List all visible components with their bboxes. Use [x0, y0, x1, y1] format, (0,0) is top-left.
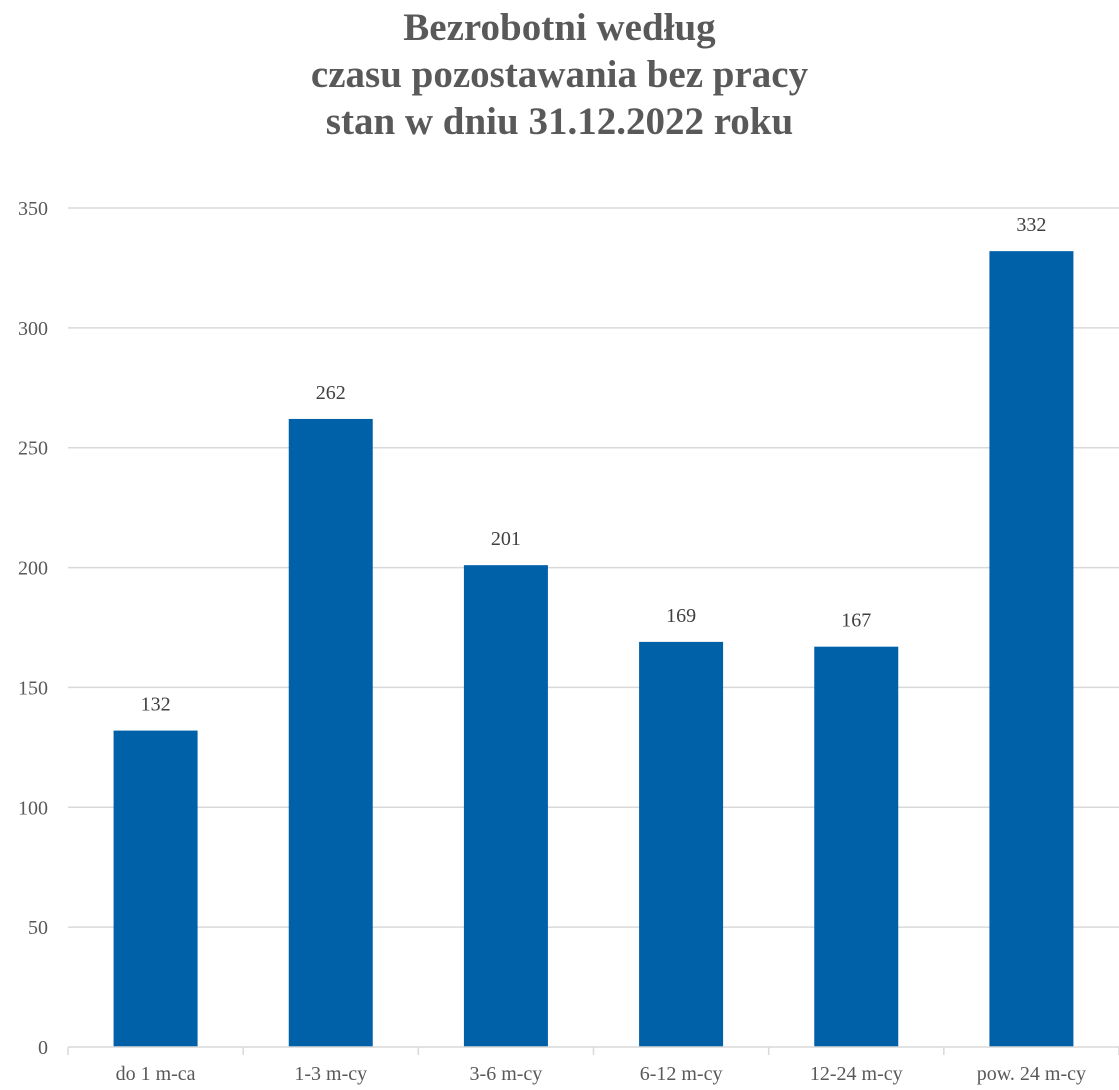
data-label: 169 [666, 605, 696, 627]
data-label: 201 [491, 528, 521, 550]
y-tick-label: 250 [18, 438, 48, 460]
x-axis: do 1 m-ca 1-3 m-cy 3-6 m-cy 6-12 m-cy 12-24 … [67, 1046, 1119, 1085]
chart-title-line-2: czasu pozostawania bez pracy [310, 53, 809, 96]
bar [989, 251, 1074, 1048]
data-label: 262 [316, 382, 346, 404]
y-tick-label: 200 [18, 558, 48, 580]
y-tick-label: 100 [18, 797, 48, 819]
data-labels: 132 262 201 169 167 332 [141, 214, 1047, 715]
data-label: 332 [1016, 214, 1046, 236]
x-category-label: 12-24 m-cy [810, 1063, 903, 1085]
x-category-label: 3-6 m-cy [470, 1063, 543, 1085]
bar [639, 641, 724, 1047]
bar [113, 730, 198, 1047]
bar [288, 418, 373, 1047]
data-label: 132 [141, 694, 171, 716]
y-tick-label: 150 [18, 677, 48, 699]
bar [463, 565, 548, 1047]
gridlines [68, 207, 1119, 928]
y-tick-label: 300 [18, 318, 48, 340]
chart-title-line-3: stan w dniu 31.12.2022 roku [325, 100, 794, 143]
chart-title-line-1: Bezrobotni według [403, 6, 716, 49]
y-tick-label: 50 [28, 917, 48, 939]
x-category-label: 6-12 m-cy [640, 1063, 723, 1085]
bar [814, 646, 899, 1047]
data-label: 167 [841, 610, 871, 632]
x-category-label: 1-3 m-cy [294, 1063, 367, 1085]
y-tick-label: 350 [18, 198, 48, 220]
y-tick-label: 0 [38, 1037, 48, 1059]
bars [113, 251, 1074, 1048]
x-category-label: do 1 m-ca [116, 1063, 196, 1085]
chart-title: Bezrobotni według czasu pozostawania bez… [0, 0, 1119, 145]
y-axis: 0 50 100 150 200 250 300 350 [18, 198, 48, 1059]
x-category-label: pow. 24 m-cy [977, 1063, 1086, 1085]
